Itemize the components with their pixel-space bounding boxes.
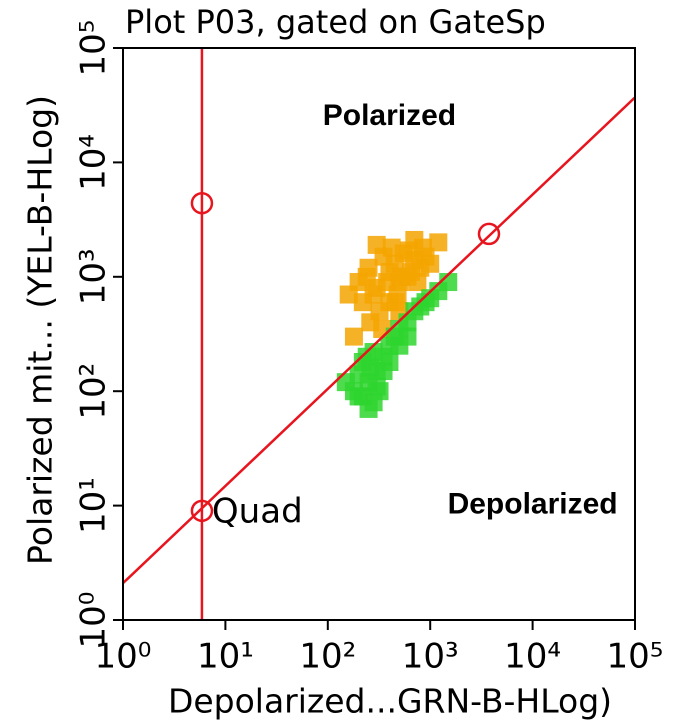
point [357,347,376,366]
gate-handle [190,191,214,215]
chart-title: Plot P03, gated on GateSp [125,3,546,41]
point [357,267,376,286]
gate-label: Quad [212,491,303,531]
x-axis-label: Depolarized...GRN-B-HLog) [168,682,612,721]
point [429,233,448,252]
y-tick-label: 10⁵ [74,20,114,77]
y-tick-label: 10³ [74,248,114,305]
x-tick-label: 10⁴ [504,637,561,677]
region-label: Polarized [323,99,456,132]
point [344,327,363,346]
point [364,285,383,304]
gate-handle [477,222,501,246]
region-label: Depolarized [448,488,618,521]
gate [123,48,635,620]
point [398,327,417,346]
point [416,293,435,312]
point [349,387,368,406]
point [370,382,389,401]
y-tick-label: 10⁴ [74,134,114,191]
point [339,285,358,304]
y-axis-label: Polarized mit... (YEL-B-HLog) [21,95,60,565]
point [380,352,399,371]
points [336,230,458,418]
x-tick-label: 10¹ [197,637,254,677]
y-tick-label: 10² [74,363,114,420]
point [367,235,386,254]
x-tick-label: 10³ [402,637,459,677]
x-tick-label: 10² [299,637,356,677]
point [413,238,432,257]
plot-frame [122,47,636,621]
x-tick-label: 10⁵ [607,637,664,677]
y-tick-label: 10¹ [74,477,114,534]
gate-handle [190,499,214,523]
x-tick-label: 10⁰ [95,637,152,677]
y-tick-label: 10⁰ [74,592,114,649]
point [421,254,440,273]
point [408,273,427,292]
point [392,267,411,286]
